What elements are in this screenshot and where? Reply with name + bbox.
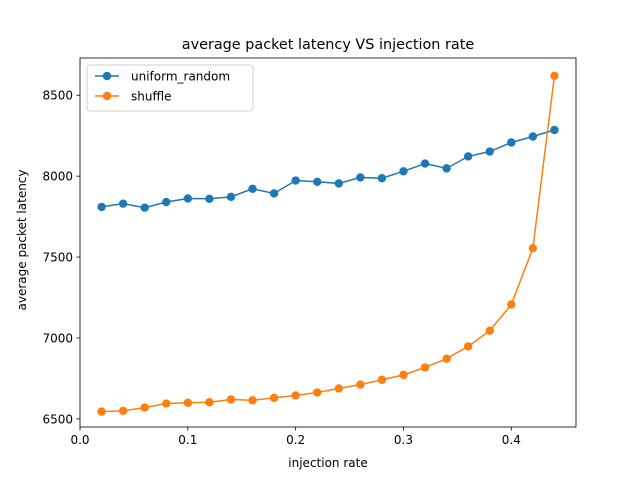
data-point-shuffle <box>528 243 538 253</box>
x-tick-label: 0.3 <box>394 433 413 447</box>
x-tick-label: 0.1 <box>178 433 197 447</box>
data-point-shuffle <box>291 391 300 400</box>
data-point-uniform_random <box>118 199 128 208</box>
series-shuffle <box>97 71 559 416</box>
data-point-shuffle <box>399 370 408 380</box>
x-axis-label: injection rate <box>288 456 367 470</box>
data-point-uniform_random <box>485 147 494 156</box>
y-tick-label: 8000 <box>42 170 73 184</box>
y-axis-label: average packet latency <box>15 169 29 310</box>
series-layer <box>97 71 559 416</box>
y-tick-label: 6500 <box>42 412 73 426</box>
data-point-shuffle <box>118 406 128 416</box>
data-point-shuffle <box>97 407 106 416</box>
data-point-uniform_random <box>550 125 559 135</box>
y-axis: 6500 7000 7500 8000 8500 <box>42 89 80 426</box>
data-point-uniform_random <box>140 203 149 212</box>
data-point-shuffle <box>356 380 365 389</box>
chart-title: average packet latency VS injection rate <box>182 37 475 53</box>
legend-item-uniform_random: uniform_random <box>95 70 230 84</box>
x-tick-label: 0.4 <box>502 433 521 447</box>
data-point-uniform_random <box>463 152 473 161</box>
data-point-shuffle <box>420 363 430 372</box>
legend-marker <box>102 91 112 101</box>
series-line-uniform_random <box>101 129 555 209</box>
axes-frame <box>79 57 577 428</box>
data-point-uniform_random <box>226 192 236 202</box>
x-tick-label: 0.2 <box>286 433 305 447</box>
data-point-uniform_random <box>377 174 387 183</box>
data-point-uniform_random <box>507 138 516 147</box>
legend-label: shuffle <box>131 90 171 104</box>
data-point-uniform_random <box>183 194 193 203</box>
series-uniform_random <box>97 125 559 212</box>
legend-box <box>86 64 254 112</box>
legend-item-shuffle: shuffle <box>95 90 171 104</box>
data-point-uniform_random <box>291 176 300 185</box>
data-point-shuffle <box>205 398 214 407</box>
y-tick-label: 7500 <box>42 251 73 265</box>
data-point-shuffle <box>485 326 494 335</box>
legend-marker <box>102 71 112 81</box>
data-point-shuffle <box>140 403 149 412</box>
data-point-uniform_random <box>162 197 171 207</box>
data-point-shuffle <box>269 393 279 403</box>
data-point-shuffle <box>162 399 171 408</box>
data-point-uniform_random <box>97 202 106 212</box>
x-axis: 0.0 0.1 0.2 0.3 0.4 <box>70 427 521 447</box>
data-point-shuffle <box>550 71 559 81</box>
data-point-uniform_random <box>205 194 214 204</box>
data-point-shuffle <box>313 388 322 397</box>
data-point-uniform_random <box>334 179 343 188</box>
y-tick-label: 8500 <box>42 89 73 103</box>
data-point-shuffle <box>463 342 473 351</box>
data-point-shuffle <box>226 395 236 404</box>
plot-area: 0.0 0.1 0.2 0.3 0.4 6500 7000 7500 8000 8500 <box>42 57 577 447</box>
data-point-shuffle <box>334 384 343 393</box>
y-tick-label: 7000 <box>42 331 73 345</box>
data-point-shuffle <box>183 398 193 407</box>
data-point-uniform_random <box>420 159 430 168</box>
data-point-uniform_random <box>399 167 408 176</box>
data-point-shuffle <box>248 396 257 405</box>
data-point-uniform_random <box>356 173 365 182</box>
x-tick-label: 0.0 <box>70 433 89 447</box>
data-point-uniform_random <box>442 164 451 173</box>
legend-label: uniform_random <box>131 70 230 84</box>
data-point-uniform_random <box>313 177 322 187</box>
data-point-shuffle <box>442 354 451 363</box>
data-point-uniform_random <box>248 184 257 193</box>
data-point-shuffle <box>507 300 516 309</box>
data-point-shuffle <box>377 375 387 384</box>
series-line-shuffle <box>101 75 556 413</box>
data-point-uniform_random <box>269 189 279 198</box>
data-point-uniform_random <box>528 132 538 141</box>
